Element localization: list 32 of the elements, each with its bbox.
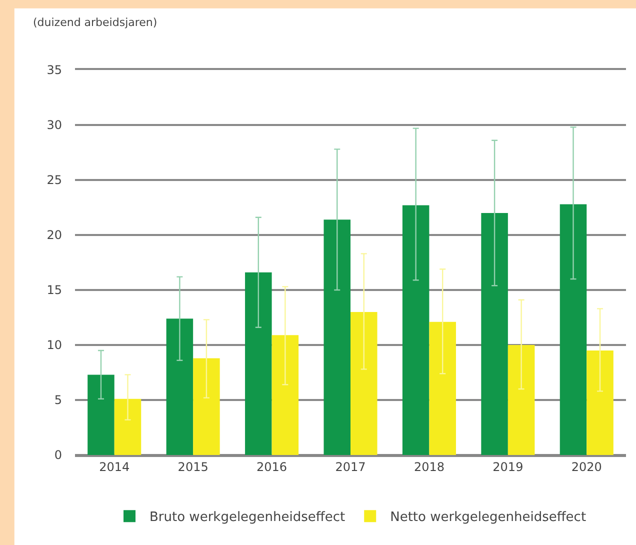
bar <box>402 205 430 455</box>
x-tick-label: 2016 <box>256 460 288 474</box>
bar <box>193 358 220 455</box>
y-tick-label: 0 <box>54 448 62 462</box>
y-tick-label: 15 <box>46 283 62 298</box>
y-tick-label: 5 <box>54 393 62 408</box>
x-tick-label: 2019 <box>492 460 524 474</box>
y-axis-title: (duizend arbeidsjaren) <box>33 16 158 29</box>
y-tick-label: 20 <box>46 228 62 242</box>
y-tick-label: 35 <box>46 63 62 78</box>
bar <box>481 213 508 455</box>
bar <box>88 374 114 455</box>
y-tick-label: 10 <box>46 338 62 352</box>
bar <box>272 335 299 455</box>
bar <box>429 322 456 455</box>
bar <box>114 398 142 455</box>
bar <box>166 318 194 455</box>
legend-label: Netto werkgelegenheidseffect <box>390 510 586 526</box>
x-tick-label: 2020 <box>571 460 602 474</box>
y-tick-label: 25 <box>46 173 62 188</box>
x-tick-label: 2015 <box>178 460 208 474</box>
x-tick-label: 2017 <box>335 460 366 474</box>
legend-label: Bruto werkgelegenheidseffect <box>150 510 346 526</box>
bar <box>245 272 272 455</box>
bar <box>508 345 535 455</box>
bar <box>350 312 378 455</box>
x-tick-label: 2018 <box>414 460 444 474</box>
y-tick-label: 30 <box>46 118 62 132</box>
bar <box>560 204 587 455</box>
bar <box>324 220 350 455</box>
x-tick-label: 2014 <box>99 460 130 474</box>
bar <box>586 350 614 455</box>
